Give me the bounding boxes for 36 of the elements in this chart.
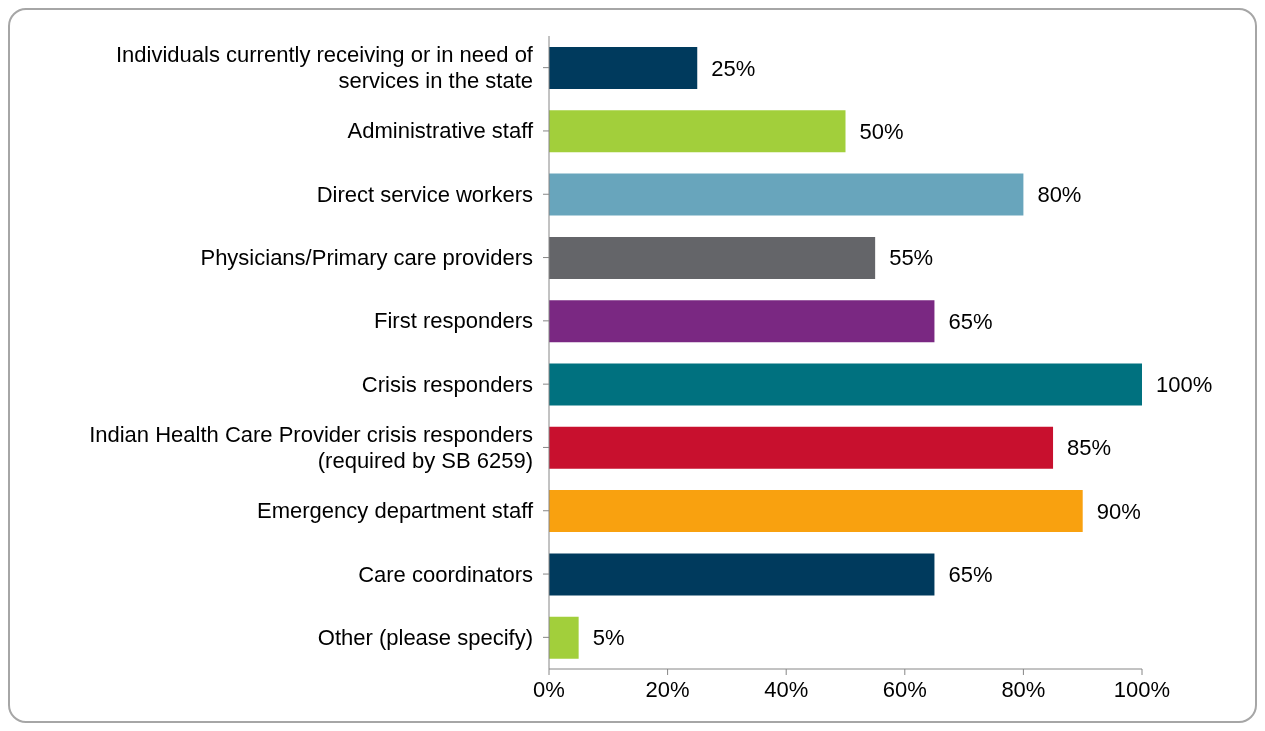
bar (549, 47, 698, 89)
x-tick-label: 100% (1113, 676, 1171, 702)
data-label: 100% (1156, 372, 1213, 397)
bar (549, 490, 1083, 533)
bar (549, 363, 1142, 406)
bar (549, 236, 876, 279)
bar (549, 110, 846, 153)
data-label: 50% (859, 118, 904, 144)
y-tick-label: Administrative staff (347, 118, 534, 144)
y-tick-label: Indian Health Care Provider crisis responders (required by SB 6259) (89, 421, 533, 473)
x-tick-label: 0% (533, 676, 565, 702)
bar (549, 553, 935, 596)
data-label: 65% (948, 308, 993, 334)
x-tick-label: 20% (645, 676, 690, 702)
data-label: 25% (711, 55, 756, 81)
y-tick-label: Crisis responders (361, 371, 533, 397)
y-tick-label: First responders (374, 308, 533, 334)
data-label: 85% (1067, 435, 1112, 461)
data-label: 55% (889, 245, 934, 271)
x-tick-label: 80% (1001, 676, 1046, 702)
data-label: 80% (1037, 182, 1082, 208)
data-label: 65% (948, 561, 993, 587)
bar (549, 173, 1024, 216)
y-tick-label: Individuals currently receiving or in need of services in the state (115, 42, 534, 94)
bar (549, 426, 1054, 469)
x-tick-label: 60% (882, 676, 927, 702)
y-tick-label: Direct service workers (316, 181, 533, 207)
y-tick-label: Emergency department staff (257, 498, 534, 524)
bar (549, 300, 935, 343)
bar (549, 616, 579, 659)
data-label: 90% (1096, 498, 1141, 524)
y-tick-label: Physicians/Primary care providers (200, 245, 533, 271)
x-tick-label: 40% (764, 676, 809, 702)
y-tick-label: Other (please specify) (317, 624, 533, 650)
y-tick-label: Care coordinators (358, 561, 533, 587)
data-label: 5% (592, 625, 625, 651)
